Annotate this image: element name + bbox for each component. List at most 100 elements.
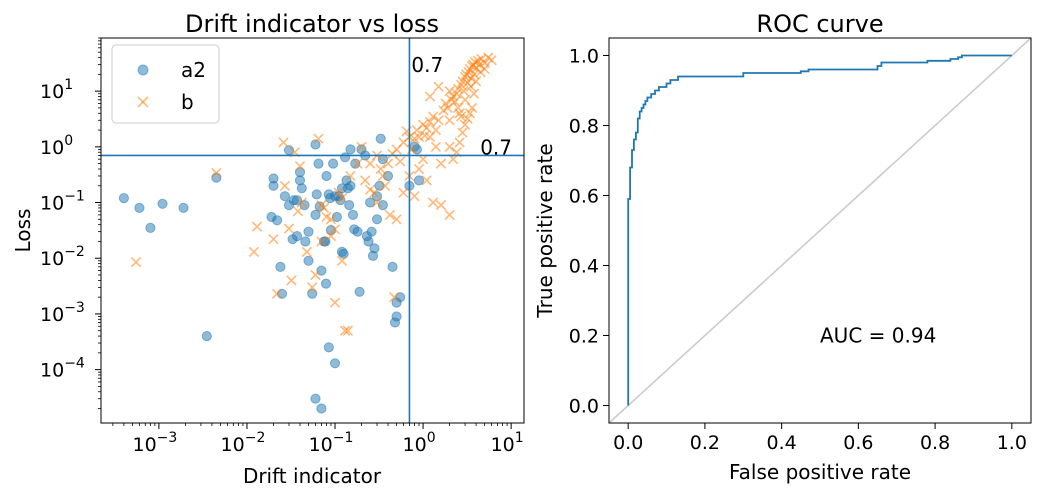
point-b bbox=[345, 170, 356, 182]
point-b bbox=[413, 163, 425, 175]
point-a2 bbox=[347, 209, 359, 220]
point-b bbox=[459, 119, 471, 130]
scatter-ylabel: Loss bbox=[11, 209, 35, 253]
point-b bbox=[452, 102, 464, 114]
point-b bbox=[435, 158, 447, 169]
point-b bbox=[463, 66, 474, 78]
point-a2 bbox=[300, 236, 311, 247]
point-b bbox=[457, 127, 468, 138]
point-a2 bbox=[363, 236, 374, 247]
roc-lines bbox=[608, 37, 1032, 424]
point-b bbox=[430, 141, 442, 152]
legend-b-label: b bbox=[181, 90, 194, 114]
roc-curve-line bbox=[627, 54, 1012, 406]
legend-a2-label: a2 bbox=[181, 58, 206, 82]
point-b bbox=[364, 158, 376, 169]
point-b bbox=[352, 158, 363, 169]
point-a2 bbox=[387, 261, 398, 272]
point-b bbox=[130, 257, 142, 268]
auc-annotation: AUC = 0.94 bbox=[820, 324, 936, 348]
point-b bbox=[455, 79, 467, 90]
point-b bbox=[391, 214, 402, 225]
point-b bbox=[294, 161, 306, 172]
point-b bbox=[268, 234, 279, 245]
point-a2 bbox=[377, 200, 388, 211]
point-a2 bbox=[201, 331, 212, 342]
point-a2 bbox=[291, 231, 303, 242]
point-b bbox=[409, 191, 420, 202]
point-b bbox=[389, 292, 400, 303]
legend-box bbox=[111, 44, 220, 124]
point-b bbox=[382, 158, 394, 169]
point-a2 bbox=[275, 261, 286, 272]
roc-y-tick-label: 0.8 bbox=[569, 116, 599, 138]
point-b bbox=[360, 175, 371, 186]
point-a2 bbox=[328, 158, 339, 169]
point-b bbox=[468, 88, 480, 99]
point-b bbox=[342, 325, 354, 336]
point-a2 bbox=[303, 226, 314, 237]
point-b bbox=[251, 221, 263, 232]
point-b bbox=[379, 180, 391, 191]
point-a2 bbox=[272, 215, 283, 226]
point-a2 bbox=[145, 222, 156, 233]
point-b bbox=[278, 137, 289, 148]
threshold-y-label: 0.7 bbox=[480, 135, 512, 159]
scatter-plot-frame bbox=[100, 37, 525, 424]
roc-ticks: 0.0 0.2 0.4 0.6 0.8 1.0 0.0 0.2 0.4 0.6 0.8 1.0 bbox=[569, 46, 1027, 455]
point-a2 bbox=[321, 170, 332, 182]
point-a2 bbox=[211, 172, 222, 183]
roc-y-tick-label: 1.0 bbox=[569, 46, 599, 68]
point-b bbox=[248, 246, 260, 258]
scatter-panel: Drift indicator vs loss 0.7 0.7 10−3 10−2 1… bbox=[11, 10, 525, 488]
point-a2 bbox=[316, 265, 327, 276]
roc-xlabel: False positive rate bbox=[729, 460, 911, 484]
point-a2 bbox=[313, 158, 324, 169]
point-a2 bbox=[291, 195, 303, 206]
point-a2 bbox=[310, 209, 321, 220]
legend-b-marker bbox=[137, 96, 149, 108]
point-b bbox=[336, 192, 348, 204]
roc-x-tick-label: 0.0 bbox=[613, 432, 643, 454]
y-tick-label: 100 bbox=[40, 133, 73, 159]
legend-a2-marker bbox=[137, 64, 149, 76]
point-b bbox=[307, 282, 318, 293]
point-b bbox=[329, 224, 341, 235]
point-a2 bbox=[268, 180, 279, 191]
point-b bbox=[449, 96, 461, 107]
point-b bbox=[444, 209, 455, 221]
chance-diagonal-line bbox=[608, 37, 1032, 424]
point-b bbox=[318, 202, 330, 214]
scatter-legend: a2 b bbox=[111, 44, 220, 124]
roc-x-tick-label: 0.4 bbox=[767, 432, 797, 454]
point-b bbox=[296, 197, 307, 208]
y-tick-label: 101 bbox=[40, 77, 73, 103]
point-b bbox=[395, 156, 406, 167]
roc-title: ROC curve bbox=[756, 10, 883, 38]
y-tick-label: 10−1 bbox=[40, 189, 85, 215]
roc-plot-frame bbox=[608, 37, 1032, 424]
point-a2 bbox=[371, 214, 383, 225]
point-a2 bbox=[178, 202, 189, 213]
point-b bbox=[325, 214, 337, 225]
point-b bbox=[310, 269, 321, 281]
x-tick-label: 101 bbox=[491, 430, 524, 456]
point-a2 bbox=[375, 133, 386, 144]
point-b bbox=[462, 113, 473, 124]
point-b bbox=[444, 141, 455, 152]
y-tick-label: 10−2 bbox=[40, 244, 85, 270]
point-b bbox=[371, 197, 383, 208]
point-b bbox=[286, 275, 297, 286]
point-a2 bbox=[329, 358, 341, 369]
point-b bbox=[433, 115, 444, 126]
point-b bbox=[468, 69, 480, 80]
point-b bbox=[369, 187, 380, 198]
point-b bbox=[427, 111, 439, 122]
point-a2 bbox=[411, 144, 422, 155]
point-a2 bbox=[356, 144, 367, 155]
roc-x-tick-label: 0.2 bbox=[690, 432, 720, 454]
point-b bbox=[465, 81, 477, 92]
point-a2 bbox=[345, 180, 356, 191]
point-b bbox=[433, 81, 444, 92]
